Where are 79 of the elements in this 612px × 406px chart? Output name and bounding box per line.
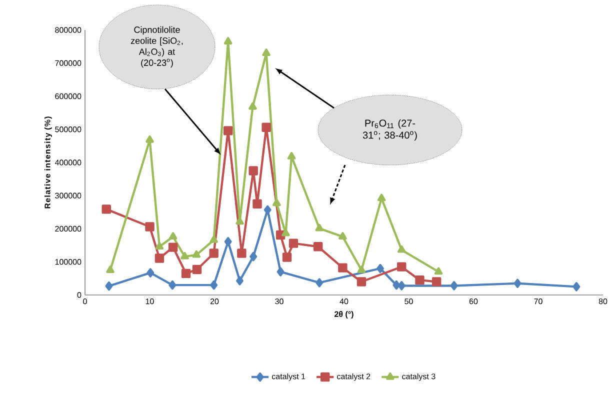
point xyxy=(154,254,164,263)
text: Cipnotilolite zeolite [SiO$_{2}$, Al$_{2}$O$_{3}$) at (20-23$^{o}$) xyxy=(130,26,183,68)
point xyxy=(146,268,154,278)
point xyxy=(338,263,348,272)
point xyxy=(397,262,406,272)
point xyxy=(237,248,246,258)
point xyxy=(415,275,424,285)
x-tick-label: 10 xyxy=(146,298,154,304)
x-tick-label: 30 xyxy=(275,298,284,304)
x-tick-label: 80 xyxy=(598,298,608,304)
x-tick-label: 20 xyxy=(210,298,219,304)
y-tick-label: 600000 xyxy=(55,93,82,100)
y-tick-label: 400000 xyxy=(54,160,82,166)
point xyxy=(192,264,202,274)
point xyxy=(432,277,442,286)
point xyxy=(168,280,176,290)
point xyxy=(264,205,272,214)
point xyxy=(224,126,233,136)
y-tick-label: 0 xyxy=(77,292,82,298)
y-tick-label: 700000 xyxy=(55,60,82,66)
point xyxy=(572,282,580,292)
x-axis-title: 2θ (°) xyxy=(334,311,354,319)
y-tick-label: 100000 xyxy=(55,259,82,265)
text: Pr$_{6}$O$_{11}$ (27-31$^{o}$; 38-40$^{o}$) xyxy=(362,119,417,141)
point xyxy=(155,242,164,250)
point xyxy=(262,122,271,132)
legend-label: catalyst 2 xyxy=(337,373,370,381)
x-tick-label: 40 xyxy=(340,298,348,304)
point xyxy=(145,222,154,232)
point xyxy=(192,250,201,258)
point xyxy=(250,252,258,262)
point xyxy=(287,152,296,160)
y-tick-label: 200000 xyxy=(55,226,82,232)
point xyxy=(146,135,154,143)
point xyxy=(248,166,258,176)
point xyxy=(376,264,384,274)
x-tick-label: 0 xyxy=(83,298,87,304)
y-tick-label: 500000 xyxy=(55,126,82,132)
point xyxy=(514,278,522,288)
point xyxy=(248,102,257,110)
point xyxy=(434,267,443,275)
point xyxy=(316,278,324,288)
point xyxy=(282,252,292,262)
point xyxy=(102,204,111,214)
point xyxy=(106,266,114,273)
point xyxy=(398,281,406,290)
point xyxy=(181,268,191,278)
point xyxy=(276,267,284,276)
y-axis-title: Relative intensity (%) xyxy=(44,116,52,208)
point xyxy=(105,281,113,291)
point xyxy=(377,194,386,202)
point xyxy=(168,242,178,252)
point xyxy=(210,235,218,243)
x-tick-label: 70 xyxy=(534,298,542,304)
point xyxy=(236,276,244,286)
legend-label: catalyst 1 xyxy=(272,373,306,381)
point xyxy=(262,48,270,56)
y-tick-label: 800000 xyxy=(55,27,82,33)
point xyxy=(356,277,366,286)
point xyxy=(210,280,218,290)
point xyxy=(315,224,324,232)
point xyxy=(209,248,218,258)
point xyxy=(314,242,323,252)
point xyxy=(224,36,232,44)
point xyxy=(180,252,189,260)
point xyxy=(450,281,458,290)
x-tick-label: 60 xyxy=(469,298,478,304)
point xyxy=(288,238,298,248)
x-tick-label: 50 xyxy=(404,298,413,304)
y-tick-label: 300000 xyxy=(55,192,82,198)
point xyxy=(224,237,232,246)
point xyxy=(392,280,400,290)
point xyxy=(252,199,262,208)
point xyxy=(272,198,281,206)
point xyxy=(357,266,366,273)
point xyxy=(338,232,347,240)
point xyxy=(397,245,406,253)
legend-label: catalyst 3 xyxy=(402,373,436,381)
point xyxy=(168,232,178,240)
